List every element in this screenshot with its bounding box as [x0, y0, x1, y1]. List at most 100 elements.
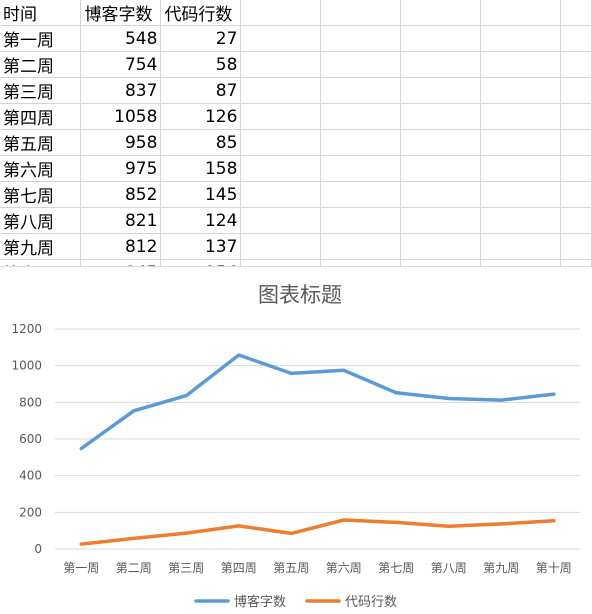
empty-cell[interactable] — [320, 77, 402, 104]
value-cell[interactable]: 27 — [160, 25, 242, 52]
empty-cell[interactable] — [320, 207, 402, 234]
data-point[interactable] — [394, 391, 398, 395]
row-label-cell[interactable]: 第五周 — [0, 129, 82, 156]
empty-cell[interactable] — [560, 0, 592, 26]
row-label-cell[interactable]: 第六周 — [0, 155, 82, 182]
header-cell[interactable]: 代码行数 — [160, 0, 242, 26]
empty-cell[interactable] — [560, 181, 592, 208]
value-cell[interactable]: 58 — [160, 51, 242, 78]
empty-cell[interactable] — [480, 129, 561, 156]
header-cell[interactable]: 博客字数 — [80, 0, 162, 26]
empty-cell[interactable] — [400, 181, 482, 208]
empty-cell[interactable] — [320, 0, 402, 26]
data-point[interactable] — [289, 531, 293, 535]
empty-cell[interactable] — [480, 0, 561, 26]
data-point[interactable] — [552, 519, 556, 523]
empty-cell[interactable] — [560, 207, 592, 234]
value-cell[interactable]: 812 — [80, 233, 162, 260]
empty-cell[interactable] — [480, 103, 561, 130]
data-point[interactable] — [499, 398, 503, 402]
empty-cell[interactable] — [560, 51, 592, 78]
empty-cell[interactable] — [560, 103, 592, 130]
value-cell[interactable]: 837 — [80, 77, 162, 104]
series-line-1[interactable] — [79, 518, 556, 546]
data-point[interactable] — [237, 353, 241, 357]
value-cell[interactable]: 87 — [160, 77, 242, 104]
empty-cell[interactable] — [480, 207, 561, 234]
data-point[interactable] — [132, 536, 136, 540]
data-point[interactable] — [184, 531, 188, 535]
empty-cell[interactable] — [400, 77, 482, 104]
empty-cell[interactable] — [400, 103, 482, 130]
row-label-cell[interactable]: 第三周 — [0, 77, 82, 104]
value-cell[interactable]: 145 — [160, 181, 242, 208]
value-cell[interactable]: 852 — [80, 181, 162, 208]
empty-cell[interactable] — [320, 51, 402, 78]
data-point[interactable] — [289, 371, 293, 375]
empty-cell[interactable] — [560, 129, 592, 156]
empty-cell[interactable] — [560, 25, 592, 52]
row-label-cell[interactable]: 第七周 — [0, 181, 82, 208]
header-cell[interactable]: 时间 — [0, 0, 82, 26]
data-point[interactable] — [342, 368, 346, 372]
empty-cell[interactable] — [480, 181, 561, 208]
empty-cell[interactable] — [240, 181, 322, 208]
empty-cell[interactable] — [320, 103, 402, 130]
value-cell[interactable]: 1058 — [80, 103, 162, 130]
empty-cell[interactable] — [560, 77, 592, 104]
data-point[interactable] — [79, 447, 83, 451]
data-point[interactable] — [132, 409, 136, 413]
data-point[interactable] — [79, 542, 83, 546]
empty-cell[interactable] — [400, 25, 482, 52]
value-cell[interactable]: 958 — [80, 129, 162, 156]
value-cell[interactable]: 137 — [160, 233, 242, 260]
empty-cell[interactable] — [400, 51, 482, 78]
data-point[interactable] — [184, 394, 188, 398]
empty-cell[interactable] — [560, 155, 592, 182]
empty-cell[interactable] — [400, 129, 482, 156]
empty-cell[interactable] — [400, 0, 482, 26]
empty-cell[interactable] — [320, 129, 402, 156]
value-cell[interactable]: 821 — [80, 207, 162, 234]
value-cell[interactable]: 124 — [160, 207, 242, 234]
data-point[interactable] — [237, 524, 241, 528]
empty-cell[interactable] — [240, 51, 322, 78]
empty-cell[interactable] — [320, 233, 402, 260]
empty-cell[interactable] — [320, 181, 402, 208]
row-label-cell[interactable]: 第二周 — [0, 51, 82, 78]
value-cell[interactable]: 548 — [80, 25, 162, 52]
empty-cell[interactable] — [480, 155, 561, 182]
data-point[interactable] — [342, 518, 346, 522]
empty-cell[interactable] — [240, 77, 322, 104]
data-point[interactable] — [552, 392, 556, 396]
chart-legend[interactable]: 博客字数 代码行数 — [194, 594, 397, 610]
legend-label[interactable]: 代码行数 — [345, 595, 397, 610]
chart-title[interactable]: 图表标题 — [258, 283, 342, 307]
value-cell[interactable]: 754 — [80, 51, 162, 78]
empty-cell[interactable] — [240, 25, 322, 52]
empty-cell[interactable] — [240, 0, 322, 26]
empty-cell[interactable] — [400, 207, 482, 234]
empty-cell[interactable] — [480, 77, 561, 104]
data-point[interactable] — [447, 524, 451, 528]
data-point[interactable] — [499, 522, 503, 526]
empty-cell[interactable] — [560, 233, 592, 260]
empty-cell[interactable] — [480, 233, 561, 260]
empty-cell[interactable] — [240, 207, 322, 234]
row-label-cell[interactable]: 第四周 — [0, 103, 82, 130]
value-cell[interactable]: 126 — [160, 103, 242, 130]
value-cell[interactable]: 85 — [160, 129, 242, 156]
row-label-cell[interactable]: 第一周 — [0, 25, 82, 52]
empty-cell[interactable] — [240, 155, 322, 182]
empty-cell[interactable] — [480, 51, 561, 78]
data-point[interactable] — [447, 396, 451, 400]
data-point[interactable] — [394, 520, 398, 524]
series-line-0[interactable] — [79, 353, 556, 451]
empty-cell[interactable] — [320, 155, 402, 182]
value-cell[interactable]: 158 — [160, 155, 242, 182]
empty-cell[interactable] — [240, 129, 322, 156]
empty-cell[interactable] — [480, 25, 561, 52]
row-label-cell[interactable]: 第九周 — [0, 233, 82, 260]
empty-cell[interactable] — [320, 25, 402, 52]
empty-cell[interactable] — [240, 103, 322, 130]
